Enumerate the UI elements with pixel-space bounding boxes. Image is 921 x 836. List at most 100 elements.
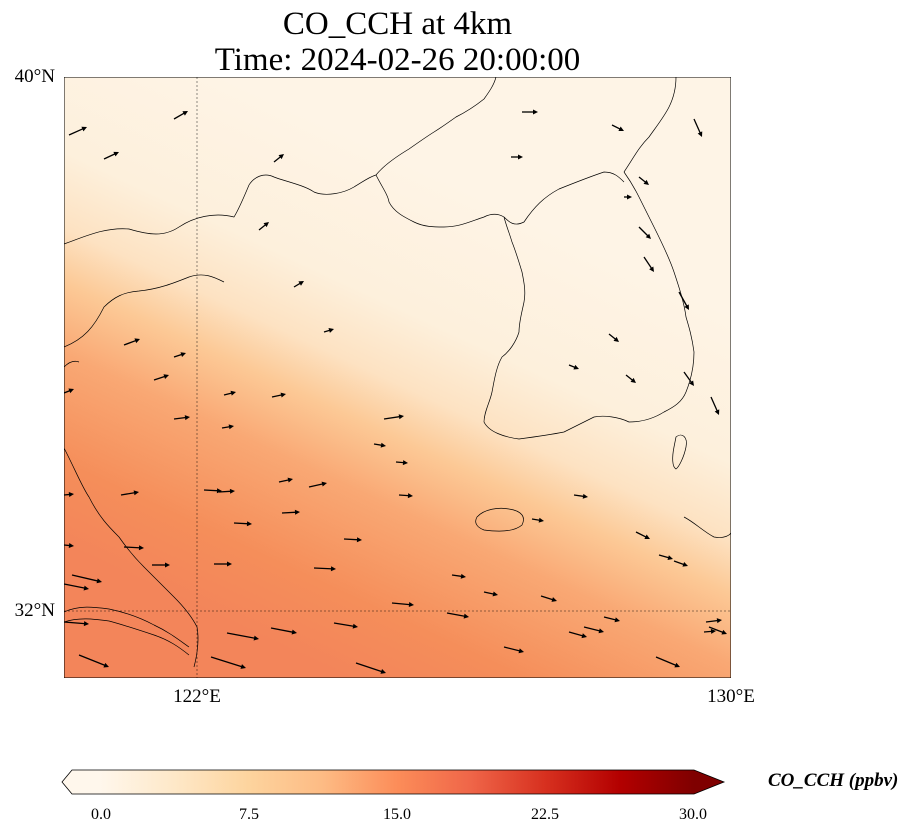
wind-vector-head [689, 380, 694, 386]
wind-vector [270, 627, 295, 634]
wind-vector-head [667, 555, 673, 561]
gridlines [64, 77, 731, 678]
wind-vector [71, 574, 100, 582]
wind-vector-head [714, 409, 720, 415]
wind-vector [68, 127, 85, 136]
wind-vector [583, 626, 602, 632]
wind-vector [203, 489, 220, 492]
wind-vector [643, 256, 653, 270]
wind-vector-head [538, 517, 544, 523]
wind-vector [603, 616, 618, 621]
wind-vector-head [533, 109, 538, 115]
wind-vector-head [627, 194, 632, 200]
wind-vector [540, 595, 555, 601]
wind-vector-head [113, 151, 119, 157]
wind-vector [103, 152, 117, 160]
wind-vector [391, 602, 412, 606]
wind-vector-head [103, 662, 109, 668]
wind-vector-head [492, 591, 498, 597]
wind-vector [705, 619, 720, 623]
wind-vector-head [133, 490, 139, 496]
coastlines [64, 77, 731, 668]
wind-vector [355, 662, 384, 673]
colorbar [61, 769, 726, 795]
wind-vector-head [138, 545, 144, 551]
wind-vector [383, 415, 402, 420]
wind-vector [708, 626, 725, 634]
wind-vector-head [180, 352, 186, 357]
wind-vector-head [68, 543, 74, 548]
wind-vector-head [81, 126, 87, 132]
wind-vector-head [598, 628, 604, 634]
wind-vector-head [328, 328, 334, 333]
wind-vector-head [618, 126, 624, 131]
wind-vector-head [463, 613, 469, 619]
colorbar-tick-3: 22.5 [531, 806, 559, 823]
wind-vector-head [294, 509, 300, 515]
wind-vector [710, 396, 719, 413]
wind-vector [683, 371, 693, 384]
wind-vector [655, 656, 678, 667]
wind-vector-head [227, 561, 232, 567]
wind-vector-head [230, 390, 236, 396]
wind-vector-head [645, 233, 651, 239]
wind-vector-head [352, 623, 358, 629]
wind-vector [568, 631, 585, 637]
wind-vector [281, 511, 298, 514]
wind-vector-head [684, 304, 689, 310]
wind-vector-head [216, 488, 222, 494]
wind-vector [123, 546, 142, 549]
lon-label-122e: 122°E [173, 686, 221, 707]
wind-vector-head [721, 629, 727, 635]
wind-vector [308, 483, 325, 488]
wind-vector-head [551, 597, 557, 602]
wind-vector-head [291, 629, 297, 635]
wind-vector [333, 622, 356, 628]
wind-vector-head [83, 621, 89, 627]
wind-vector [678, 291, 689, 308]
wind-vector-head [643, 179, 649, 185]
wind-vector-head [518, 154, 523, 160]
wind-vector-head [380, 442, 386, 448]
wind-vector [120, 491, 137, 496]
colorbar-label: CO_CCH (ppbv) [768, 770, 899, 791]
map-time-subtitle: Time: 2024-02-26 20:00:00 [214, 42, 581, 78]
wind-vectors [64, 109, 727, 674]
wind-vector-head [330, 566, 336, 572]
colorbar-tick-1: 7.5 [239, 806, 259, 823]
wind-vector-head [407, 493, 413, 499]
wind-vector-head [182, 111, 188, 116]
colorbar-tick-2: 15.0 [383, 806, 411, 823]
wind-vector-head [581, 633, 587, 639]
wind-vector-head [165, 562, 170, 568]
wind-vector-head [280, 392, 286, 398]
wind-vector-head [398, 414, 404, 420]
wind-vector-head [263, 222, 269, 228]
wind-vector [173, 111, 186, 120]
lon-label-130e: 130°E [707, 686, 755, 707]
wind-vector [64, 621, 87, 625]
wind-vector [638, 226, 650, 238]
wind-vector [78, 654, 107, 667]
wind-vector-head [582, 493, 588, 499]
wind-vector-head [298, 281, 304, 286]
wind-vector-head [83, 585, 89, 591]
wind-vector-head [716, 618, 722, 624]
lat-label-32n: 32°N [14, 600, 55, 621]
lat-label-40n: 40°N [14, 66, 55, 87]
colorbar-tick-4: 30.0 [679, 806, 707, 823]
wind-vector-head [278, 154, 284, 160]
wind-vector-head [287, 477, 293, 483]
colorbar-tick-0: 0.0 [91, 806, 111, 823]
wind-vector-head [402, 460, 408, 466]
wind-vector [153, 375, 167, 381]
wind-vector [226, 632, 257, 640]
wind-vector-head [96, 578, 102, 584]
wind-vector-head [649, 266, 654, 272]
wind-vector-head [408, 602, 414, 608]
wind-vector-head [253, 635, 259, 641]
wind-vector-head [163, 374, 169, 379]
wind-vector [218, 490, 233, 493]
wind-vector-head [240, 664, 246, 669]
wind-vector-head [573, 364, 579, 370]
